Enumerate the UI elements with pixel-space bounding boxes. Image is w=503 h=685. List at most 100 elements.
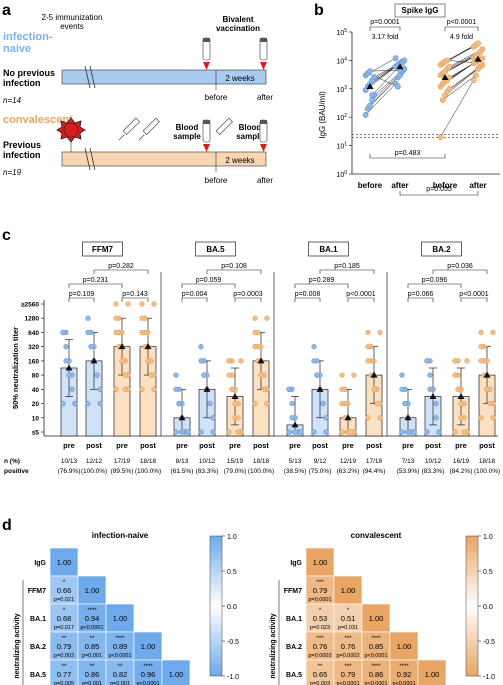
c-variant-title: BA.5: [206, 245, 225, 254]
c-point: [113, 386, 119, 392]
d-cell-stars: *: [347, 608, 350, 614]
d-cell-value: 1.00: [141, 642, 156, 651]
c-point: [478, 358, 484, 364]
b-xtick-label: after: [469, 181, 486, 190]
c-n-positive: 12/19: [340, 458, 357, 465]
c-before-p: p=0.289: [309, 277, 335, 284]
d-row-label: FFM7: [284, 588, 302, 595]
c-point: [63, 344, 69, 350]
c-point: [365, 329, 371, 336]
d-cell-value: 0.51: [341, 614, 356, 623]
b-pair-line: [440, 80, 474, 138]
c-median-marker: [316, 385, 324, 392]
d-cell-value: 1.00: [169, 670, 184, 679]
d-cell-value: 1.00: [313, 558, 328, 567]
c-point: [113, 301, 119, 307]
virus-icon: [56, 117, 86, 143]
c-median-marker: [65, 364, 73, 371]
b-ytick-label: 103: [336, 85, 347, 94]
c-point: [424, 429, 430, 435]
b-pair-line: [442, 75, 476, 101]
d-cell-value: 0.79: [313, 586, 328, 595]
c-before-bracket: [68, 283, 123, 288]
c-point: [478, 344, 484, 350]
d-cell-value: 1.00: [85, 586, 100, 595]
d-cell: [389, 659, 419, 685]
c-conv-p: p=0.143: [122, 291, 148, 298]
b-median-marker: [474, 55, 482, 62]
c-ytick-label: 640: [28, 330, 39, 337]
c-n-positive: 7/13: [402, 458, 415, 465]
d-cell: [361, 631, 391, 661]
c-n-positive: 10/13: [61, 458, 78, 465]
d-cell: [49, 547, 79, 577]
c-point: [433, 415, 439, 421]
c-n-positive: 9/12: [314, 458, 327, 465]
d-cell-stars: **: [62, 664, 67, 670]
c-n-positive: 5/13: [289, 458, 302, 465]
d-cell-stars: ***: [344, 636, 352, 642]
d-cell-value: 0.86: [369, 670, 384, 679]
bs1-l2: sample: [173, 132, 201, 141]
c-n-positive: 10/12: [425, 458, 442, 465]
c-point: [252, 344, 258, 350]
d-cell-stars: ****: [87, 608, 97, 614]
d-cell-value: 0.85: [85, 642, 100, 651]
c-conv-bracket: [234, 297, 262, 302]
c-variant-title: FFM7: [92, 245, 113, 254]
c-n-positive: 18/18: [253, 458, 270, 465]
d-row-label: IgG: [290, 560, 302, 567]
c-pct-positive: (100.0%): [81, 468, 107, 475]
c-point: [261, 386, 267, 392]
c-point: [464, 358, 470, 364]
d-cell-p: p<0.0001: [136, 681, 159, 685]
c-naive-bracket: [181, 297, 208, 302]
c-median-marker: [231, 392, 239, 399]
d-cell: [49, 603, 79, 633]
c-after-bracket: [319, 269, 375, 274]
c-point: [235, 429, 241, 435]
c-point: [458, 400, 464, 407]
b-conv-bracket: [444, 26, 479, 31]
c-point: [176, 400, 182, 407]
c-naive-p: p=0.109: [69, 291, 95, 298]
c-point: [173, 429, 179, 435]
c-variant-title: BA.2: [432, 245, 451, 254]
b-median-marker: [396, 63, 404, 70]
c-naive-p: p=0.004: [182, 291, 208, 298]
d-cell: [77, 659, 107, 685]
c-point: [436, 429, 442, 435]
naive-break-mark-2: [89, 65, 96, 89]
d-cell-p: p=0.023: [310, 625, 330, 631]
c-before-bracket: [294, 283, 349, 288]
d-cell-stars: *: [319, 608, 322, 614]
d-cell-stars: ****: [399, 664, 409, 670]
d-cell-stars: **: [62, 636, 67, 642]
b-ytick-base: 10: [336, 172, 344, 179]
c-xtick-label: post: [425, 441, 441, 450]
c-point: [311, 344, 317, 350]
d-cell-value: 1.00: [369, 614, 384, 623]
c-point: [427, 372, 433, 378]
c-point: [458, 415, 464, 421]
d-cell-p: p=0.003: [310, 681, 330, 685]
c-row-label-positive: positive: [4, 468, 29, 475]
c-point: [151, 301, 157, 307]
c-point: [289, 415, 295, 421]
c-point: [179, 429, 185, 435]
c-point: [427, 386, 433, 392]
d-side-label: neutralizing activity: [270, 613, 277, 678]
c-median-marker: [118, 343, 126, 350]
c-median-marker: [483, 371, 491, 378]
c-point: [207, 400, 213, 407]
d-cell: [333, 575, 363, 605]
d-cell-p: p<0.0001: [364, 681, 387, 685]
events-label: 2-5 immunization events: [42, 13, 103, 31]
c-xtick-label: post: [253, 441, 269, 450]
c-point: [323, 415, 329, 421]
d-cell-value: 0.85: [369, 642, 384, 651]
c-point: [252, 400, 258, 407]
d-row-label: BA.5: [30, 672, 46, 679]
c-xtick-label: post: [479, 441, 495, 450]
d-cell-stars: *: [63, 580, 66, 586]
